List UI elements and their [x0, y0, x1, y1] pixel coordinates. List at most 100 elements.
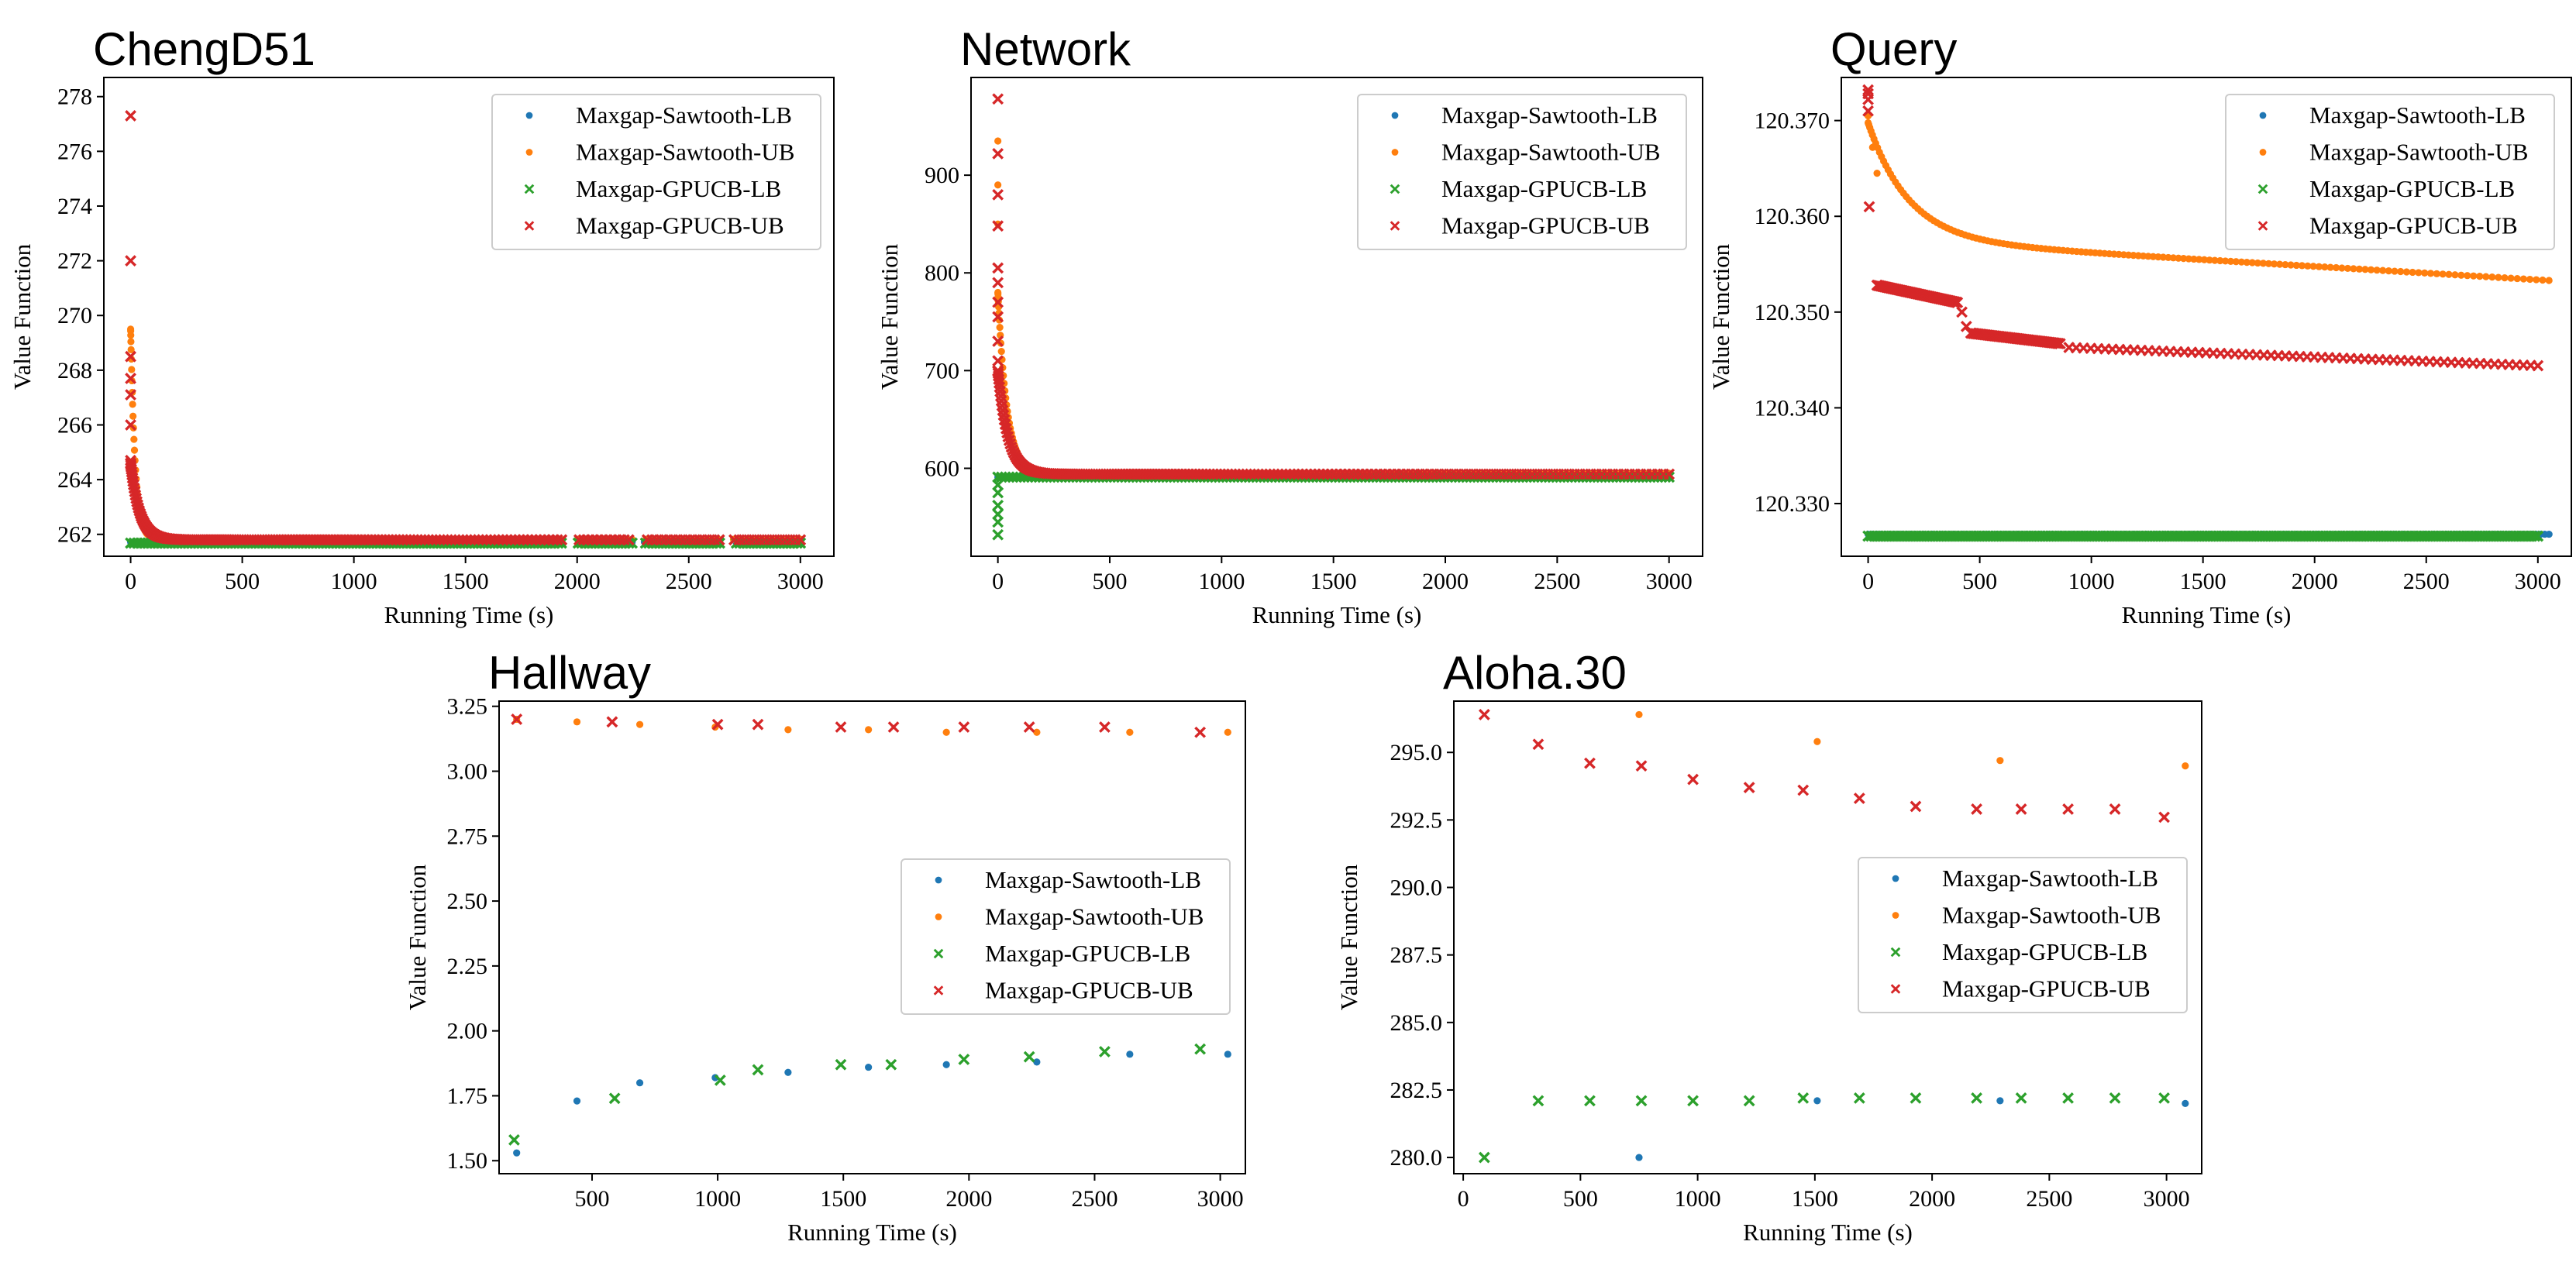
legend-entry-label: Maxgap-GPUCB-LB: [2309, 175, 2515, 202]
data-point: [2304, 262, 2312, 270]
legend-dot-marker: [525, 149, 533, 156]
y-tick-label: 274: [57, 194, 92, 219]
chart-0: ChengD51 0 500 1000 1500 2000 2500 3000 262 264 26…: [9, 23, 835, 628]
x-tick-label: 3000: [2515, 569, 2561, 594]
y-tick-label: 290.0: [1390, 875, 1443, 901]
data-point-x: [125, 110, 136, 122]
data-point: [2495, 273, 2502, 281]
data-point-x: [1099, 721, 1111, 733]
data-point: [2361, 266, 2369, 273]
data-point: [2221, 257, 2230, 265]
legend: Maxgap-Sawtooth-LB Maxgap-Sawtooth-UB Maxg…: [491, 94, 821, 250]
data-point: [573, 1097, 581, 1105]
x-tick-label: 1500: [443, 569, 489, 594]
x-tick-label: 0: [1458, 1186, 1469, 1212]
data-point-x: [1863, 201, 1875, 213]
data-point: [2445, 270, 2453, 278]
data-point-x: [1309, 468, 1321, 480]
data-point-x: [992, 508, 1004, 521]
data-point-x: [2015, 803, 2027, 815]
data-point: [2159, 253, 2167, 261]
legend-entry-label: Maxgap-Sawtooth-UB: [1942, 902, 2161, 929]
data-point-x: [992, 93, 1004, 105]
data-point-x: [1862, 94, 1874, 105]
chart-title: ChengD51: [93, 23, 315, 75]
y-tick-label: 268: [57, 358, 92, 383]
data-point: [2270, 260, 2278, 268]
y-tick-label: 295.0: [1390, 740, 1443, 765]
y-tick-label: 600: [925, 456, 959, 481]
x-tick-label: 500: [1092, 569, 1127, 594]
data-point-x: [1343, 468, 1355, 480]
data-point: [2169, 254, 2178, 262]
x-tick-label: 2500: [1534, 569, 1580, 594]
data-point: [1813, 738, 1821, 745]
data-point: [2355, 265, 2364, 273]
data-point-x: [582, 534, 594, 546]
data-point-x: [595, 534, 608, 546]
data-point-x: [511, 714, 523, 725]
y-tick-label: 900: [925, 163, 959, 188]
data-point: [2315, 263, 2323, 270]
legend-box: [491, 94, 821, 250]
data-point-x: [2054, 338, 2066, 350]
data-point-x: [1348, 468, 1360, 480]
chart-3: Hallway 500 1000 1500 2000 2500 3000 1.50 1.75 2.…: [404, 647, 1246, 1246]
x-tick-label: 1000: [1198, 569, 1245, 594]
data-point-x: [794, 537, 807, 549]
data-point: [2206, 256, 2213, 264]
data-point: [2476, 273, 2484, 280]
legend-dot-marker: [1391, 112, 1399, 119]
data-point: [2526, 275, 2534, 284]
data-point: [2309, 263, 2317, 270]
data-point: [2211, 256, 2219, 264]
data-point-x: [1099, 1046, 1111, 1057]
data-point-x: [1292, 468, 1304, 480]
y-tick-label: 285.0: [1390, 1010, 1443, 1036]
data-point-x: [505, 534, 517, 546]
data-point-x: [125, 454, 136, 466]
data-point-x: [2529, 530, 2541, 542]
data-point: [1224, 728, 1231, 736]
data-point: [2545, 530, 2553, 538]
data-point: [2195, 256, 2203, 263]
data-point-x: [1313, 468, 1325, 480]
y-axis-label: Value Function: [1335, 864, 1362, 1010]
data-point: [2232, 258, 2240, 266]
data-point-x: [513, 534, 525, 546]
data-point: [996, 324, 1004, 332]
data-point: [2298, 262, 2306, 270]
data-point: [1873, 170, 1881, 177]
data-point: [2415, 269, 2423, 277]
data-point: [1868, 143, 1876, 151]
legend-entry-label: Maxgap-GPUCB-LB: [576, 175, 781, 202]
data-point: [130, 435, 138, 443]
data-point: [2482, 273, 2490, 280]
data-point-x: [2062, 803, 2074, 815]
data-point: [2379, 266, 2387, 274]
chart-2: Query 0 500 1000 1500 2000 2500 3000 120.330 120.…: [1707, 23, 2572, 628]
data-point: [2513, 274, 2521, 283]
data-point-x: [1862, 105, 1874, 117]
data-point-x: [1334, 468, 1347, 480]
legend-box: [1357, 94, 1687, 250]
data-point-x: [1478, 709, 1490, 720]
data-point: [2507, 274, 2515, 282]
data-point-x: [508, 1134, 520, 1146]
legend-dot-marker: [1892, 875, 1899, 882]
data-point-x: [992, 220, 1004, 232]
legend-entry-label: Maxgap-GPUCB-UB: [1441, 212, 1650, 239]
y-tick-label: 270: [57, 303, 92, 328]
series-Maxgap-GPUCB-UB: [992, 93, 1675, 480]
data-point: [1033, 1058, 1041, 1066]
data-point: [2248, 259, 2256, 266]
legend-entry-label: Maxgap-Sawtooth-LB: [1942, 865, 2158, 892]
data-point-x: [1797, 784, 1810, 796]
data-point-x: [713, 534, 725, 546]
data-point-x: [587, 534, 598, 546]
data-point-x: [992, 479, 1004, 491]
series-Maxgap-GPUCB-UB: [1478, 709, 2171, 824]
data-point: [2501, 273, 2509, 282]
data-point-x: [125, 419, 136, 431]
y-tick-label: 2.75: [447, 824, 488, 849]
